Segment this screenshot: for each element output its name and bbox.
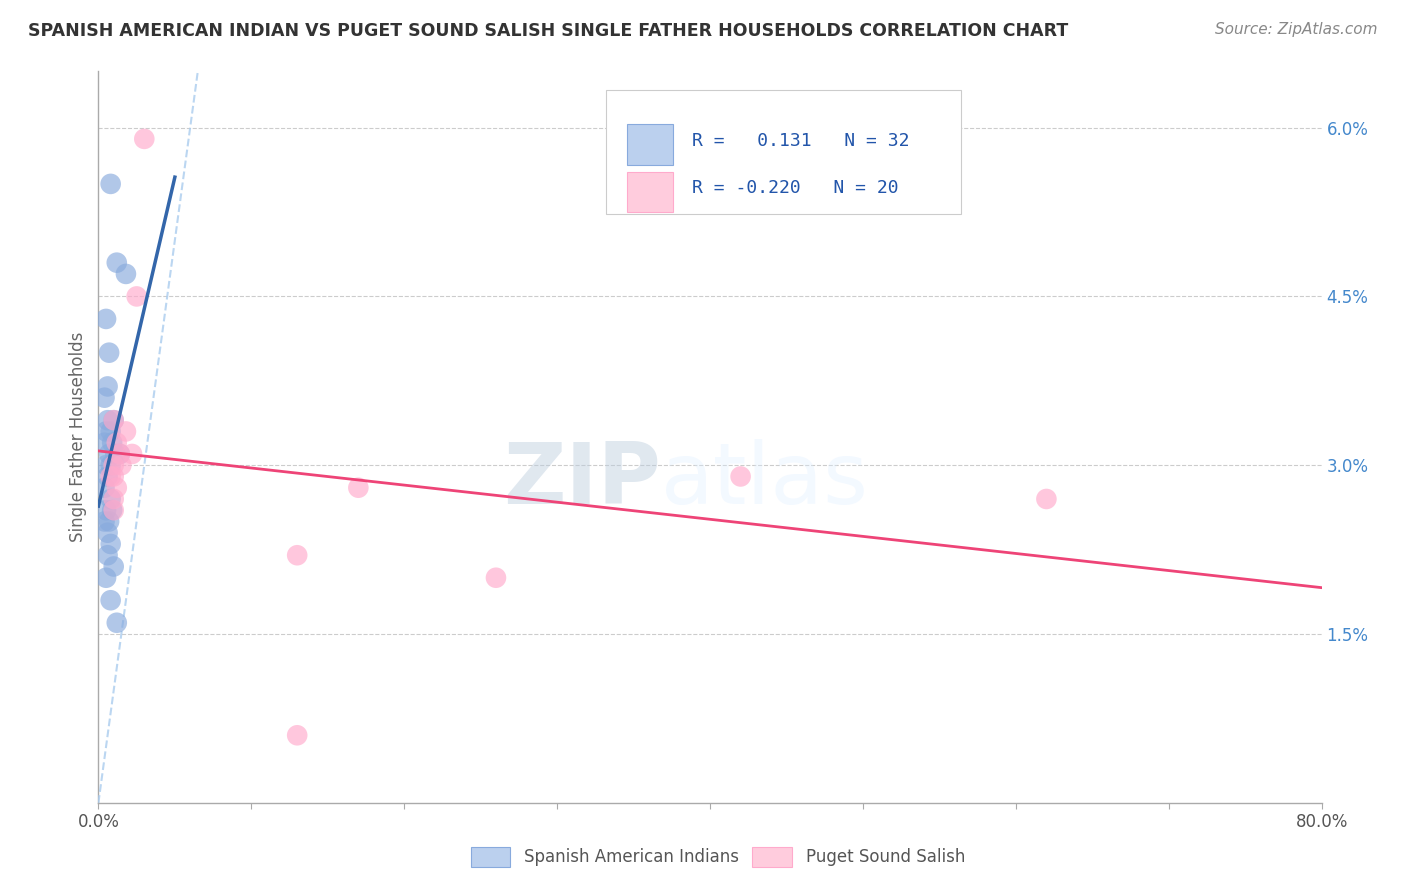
Point (1035, 491, 1057, 506)
Point (103, 559, 125, 574)
Point (285, 548, 308, 562)
Point (97, 413, 120, 427)
Text: Puget Sound Salish: Puget Sound Salish (806, 848, 965, 866)
Point (100, 458, 122, 473)
Point (100, 469, 122, 483)
Point (94, 312, 117, 326)
Point (105, 615, 128, 630)
Point (104, 447, 127, 461)
Point (98, 515, 121, 529)
Point (103, 503, 125, 517)
Point (97, 525, 120, 540)
Point (100, 491, 122, 506)
Point (101, 435, 124, 450)
Point (100, 425, 122, 439)
Point (100, 593, 122, 607)
Point (110, 458, 132, 473)
Point (103, 458, 125, 473)
Point (100, 177, 122, 191)
Point (103, 491, 125, 506)
Point (115, 425, 138, 439)
Point (97, 379, 120, 393)
Point (94, 458, 117, 473)
Point (134, 132, 156, 146)
Text: atlas: atlas (661, 440, 869, 523)
Point (98, 447, 121, 461)
Bar (627, 124, 673, 165)
Text: SPANISH AMERICAN INDIAN VS PUGET SOUND SALISH SINGLE FATHER HOUSEHOLDS CORRELATI: SPANISH AMERICAN INDIAN VS PUGET SOUND S… (28, 22, 1069, 40)
Point (125, 289, 148, 303)
Point (97, 469, 120, 483)
Y-axis label: Single Father Households: Single Father Households (69, 332, 87, 542)
Point (108, 447, 131, 461)
Text: ZIP: ZIP (503, 440, 661, 523)
FancyBboxPatch shape (606, 90, 960, 214)
Point (97, 548, 120, 562)
Text: Source: ZipAtlas.com: Source: ZipAtlas.com (1215, 22, 1378, 37)
Point (121, 447, 143, 461)
Point (94, 503, 117, 517)
Text: R = -0.220   N = 20: R = -0.220 N = 20 (692, 179, 898, 197)
Point (93, 391, 115, 405)
Point (93, 435, 115, 450)
Point (105, 481, 128, 495)
Point (347, 481, 370, 495)
Point (285, 728, 308, 742)
Point (103, 413, 125, 427)
Point (108, 447, 131, 461)
Point (105, 255, 128, 269)
Point (103, 413, 125, 427)
Point (105, 435, 128, 450)
Bar (627, 172, 673, 212)
Text: Spanish American Indians: Spanish American Indians (524, 848, 740, 866)
Point (94, 425, 117, 439)
Point (98, 345, 121, 359)
Point (94, 571, 117, 585)
Point (115, 267, 138, 281)
Text: R =   0.131   N = 32: R = 0.131 N = 32 (692, 132, 910, 150)
Point (730, 469, 752, 483)
Point (101, 503, 124, 517)
Point (103, 469, 125, 483)
Point (485, 571, 508, 585)
Point (100, 537, 122, 551)
Point (93, 481, 115, 495)
Point (93, 515, 115, 529)
